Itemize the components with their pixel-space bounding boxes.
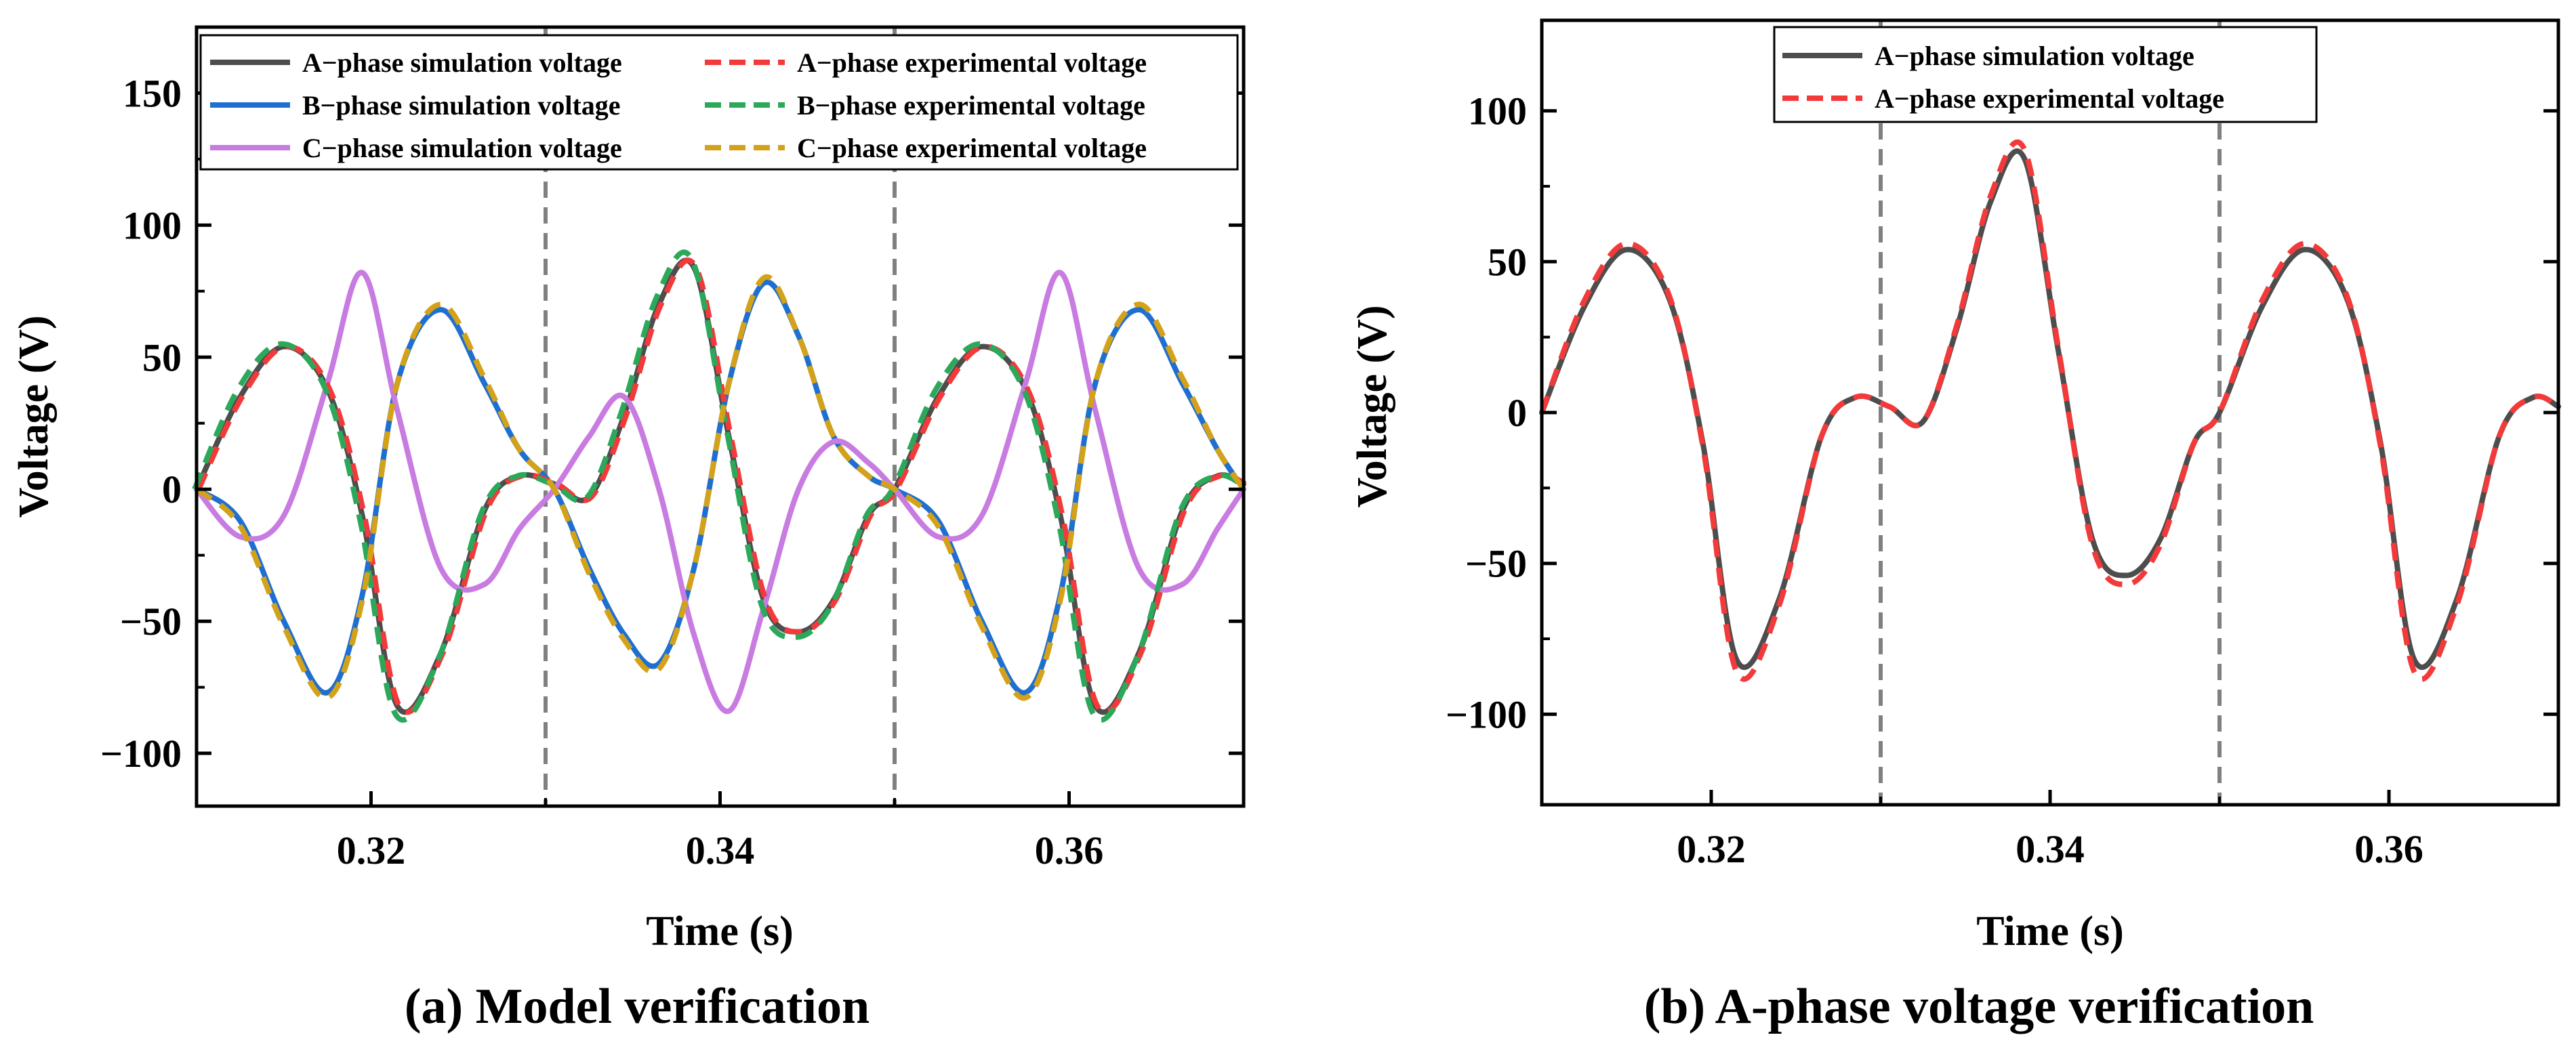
y-tick-label-a: 50 — [142, 335, 182, 379]
legend-b: A−phase simulation voltage A−phase experi… — [1773, 26, 2318, 123]
x-axis-title-a: Time (s) — [646, 908, 794, 954]
y-tick-label-b: 0 — [1507, 391, 1527, 435]
series-line-b-2 — [1539, 139, 2560, 682]
x-tick-label-a: 0.34 — [686, 828, 755, 872]
y-tick-label-a: 0 — [162, 467, 182, 511]
legend-a: A−phase simulation voltage B−phase simula… — [199, 34, 1239, 171]
x-tick-label-b: 0.36 — [2354, 827, 2424, 871]
caption-b: (b) A-phase voltage verification — [1644, 979, 2314, 1034]
y-tick-label-b: 100 — [1468, 89, 1527, 133]
legend-box-b — [1773, 26, 2318, 123]
legend-label-a-1: A−phase simulation voltage — [302, 47, 622, 78]
x-tick-label-a: 0.36 — [1035, 828, 1104, 872]
series-line-a-4 — [196, 257, 1247, 715]
legend-label-a-4: A−phase experimental voltage — [797, 47, 1147, 78]
legend-label-a-2: B−phase simulation voltage — [302, 90, 621, 121]
x-tick-label-a: 0.32 — [337, 828, 406, 872]
y-tick-label-b: −100 — [1446, 692, 1527, 736]
y-axis-title-b: Voltage (V) — [1349, 305, 1395, 507]
y-tick-label-a: −100 — [100, 732, 182, 776]
legend-label-a-5: B−phase experimental voltage — [797, 90, 1145, 121]
x-tick-label-b: 0.34 — [2016, 827, 2085, 871]
series-line-a-3 — [194, 270, 1246, 714]
legend-label-a-3: C−phase simulation voltage — [302, 133, 622, 163]
y-tick-label-a: 150 — [123, 71, 182, 115]
y-tick-label-b: −50 — [1465, 542, 1527, 586]
y-axis-title-a: Voltage (V) — [11, 315, 57, 518]
series-line-a-6 — [195, 274, 1246, 701]
y-tick-label-a: −50 — [120, 599, 182, 644]
y-tick-label-b: 50 — [1488, 240, 1527, 284]
panel-b: −100 −50 0 50 100 0.32 0.34 0.36 Voltage (V) T… — [1349, 18, 2561, 1034]
caption-a: (a) Model verification — [405, 979, 870, 1034]
x-axis-title-b: Time (s) — [1976, 908, 2124, 954]
x-tick-label-b: 0.32 — [1677, 827, 1746, 871]
legend-label-b-1: A−phase simulation voltage — [1875, 41, 2194, 71]
legend-label-b-2: A−phase experimental voltage — [1875, 83, 2224, 114]
legend-label-a-6: C−phase experimental voltage — [797, 133, 1147, 163]
panel-a: −100 −50 0 50 100 150 0.32 0.34 0.36 Voltage (V… — [11, 25, 1247, 1034]
y-tick-label-a: 100 — [123, 203, 182, 247]
